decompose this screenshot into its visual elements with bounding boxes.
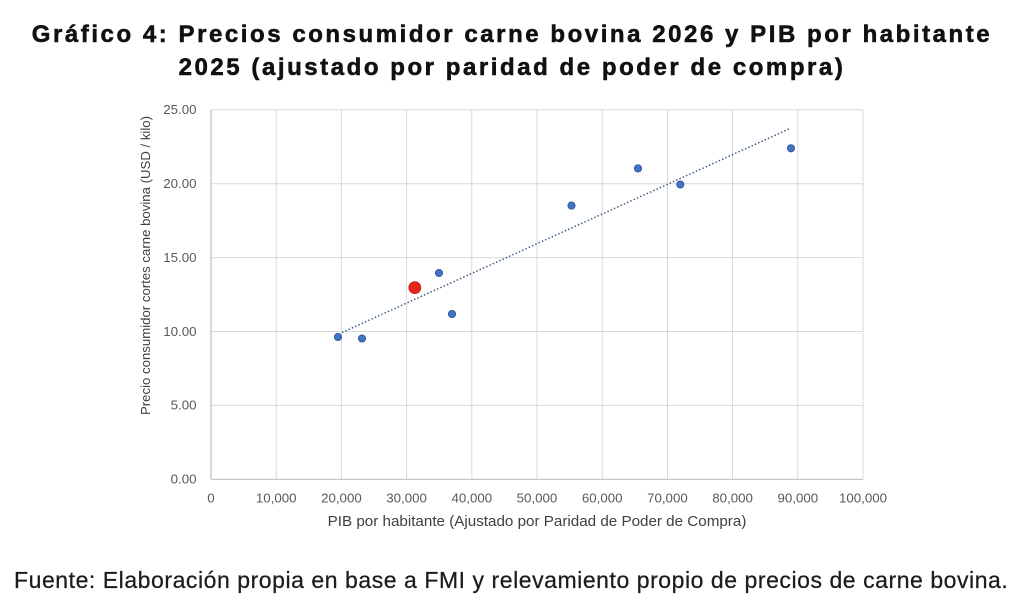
svg-text:5.00: 5.00 <box>171 398 197 413</box>
svg-text:20.00: 20.00 <box>163 176 196 191</box>
svg-text:70,000: 70,000 <box>647 491 688 506</box>
svg-text:0.00: 0.00 <box>171 472 197 487</box>
svg-text:Precio consumidor cortes carne: Precio consumidor cortes carne bovina (U… <box>138 116 153 415</box>
svg-text:60,000: 60,000 <box>582 491 623 506</box>
svg-text:PIB por habitante (Ajustado po: PIB por habitante (Ajustado por Paridad … <box>328 513 747 530</box>
svg-text:50,000: 50,000 <box>517 491 558 506</box>
svg-text:90,000: 90,000 <box>777 491 818 506</box>
svg-text:15.00: 15.00 <box>163 250 196 265</box>
svg-text:100,000: 100,000 <box>839 491 887 506</box>
svg-text:40,000: 40,000 <box>451 491 492 506</box>
svg-text:10.00: 10.00 <box>163 324 196 339</box>
svg-text:25.00: 25.00 <box>163 102 196 117</box>
svg-text:0: 0 <box>207 491 214 506</box>
svg-text:80,000: 80,000 <box>712 491 753 506</box>
svg-text:30,000: 30,000 <box>386 491 427 506</box>
svg-text:10,000: 10,000 <box>256 491 297 506</box>
svg-text:20,000: 20,000 <box>321 491 362 506</box>
